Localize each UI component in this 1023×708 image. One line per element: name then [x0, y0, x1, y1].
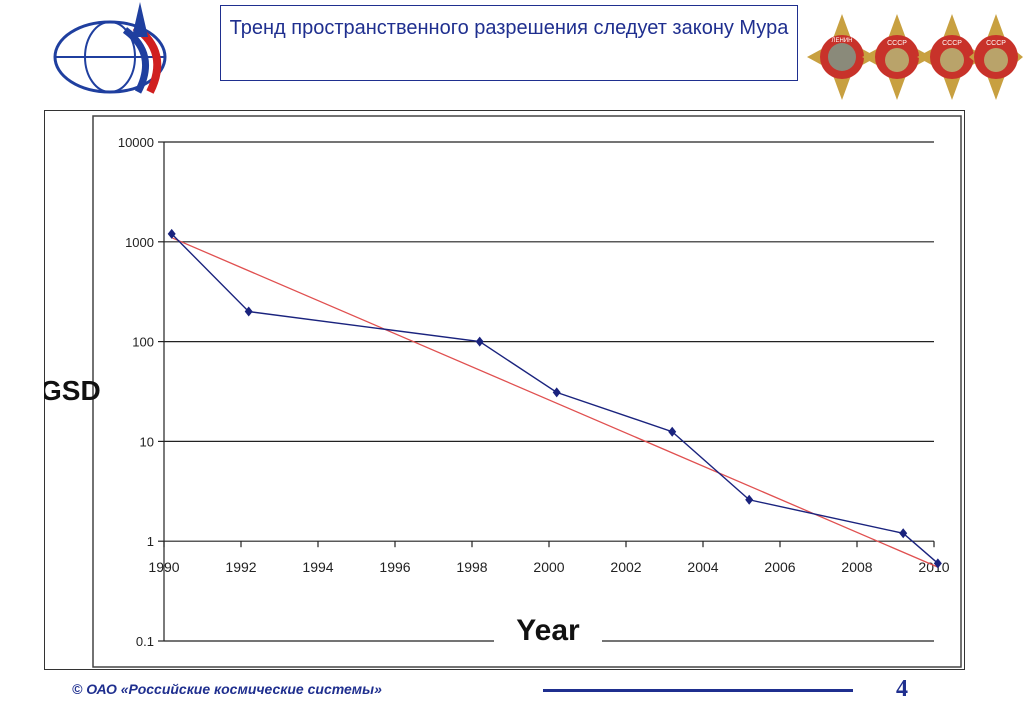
medal-cccp-label: СССР: [942, 40, 962, 47]
data-point: [167, 228, 176, 239]
data-point: [244, 306, 253, 317]
x-tick-label: 2006: [764, 559, 795, 575]
x-tick-label: 2004: [687, 559, 718, 575]
trend-line: [171, 237, 939, 568]
order-of-lenin-medals: ЛЕНИН СССР СССР СССР: [807, 14, 1023, 100]
x-tick-label: 2008: [841, 559, 872, 575]
x-tick-label: 2010: [918, 559, 949, 575]
gsd-trend-chart: 10000 1000 100 10 1 0.1 1990 1992 1994 1996 1998 20…: [44, 115, 962, 668]
x-tick-label: 1992: [225, 559, 256, 575]
footer-copyright: © ОАО «Российские космические системы»: [72, 681, 382, 697]
medal-cccp-1: СССР: [862, 14, 932, 100]
slide-title: Тренд пространственного разрешения следу…: [220, 5, 798, 81]
medal-cccp-label: СССР: [986, 40, 1006, 47]
y-axis-label: GSD: [44, 375, 101, 406]
x-tick-label: 1994: [302, 559, 333, 575]
x-tick-label: 1996: [379, 559, 410, 575]
data-point: [552, 387, 561, 398]
x-axis-label-background: [494, 608, 602, 652]
page-number: 4: [896, 676, 908, 702]
y-tick-label: 1000: [125, 235, 154, 250]
data-point: [899, 528, 908, 539]
series-line: [171, 233, 939, 564]
medal-cccp-3: СССР: [969, 14, 1023, 100]
data-point: [668, 426, 677, 437]
x-tick-label: 2002: [610, 559, 641, 575]
chart-frame: [44, 110, 965, 670]
x-axis-label: Year: [516, 614, 580, 647]
medal-lenin-label: ЛЕНИН: [832, 38, 853, 44]
data-point: [745, 494, 754, 505]
medal-lenin: ЛЕНИН: [807, 14, 877, 100]
y-tick-label: 100: [132, 335, 154, 350]
y-tick-label: 0.1: [136, 634, 154, 649]
data-point: [475, 336, 484, 347]
data-point: [933, 558, 942, 569]
x-tick-label: 1998: [456, 559, 487, 575]
x-tick-label: 1990: [148, 559, 179, 575]
y-tick-label: 10000: [118, 135, 154, 150]
plot-area-border: [92, 115, 962, 668]
medal-cccp-label: СССР: [887, 40, 907, 47]
medal-cccp-2: СССР: [917, 14, 987, 100]
y-tick-label: 1: [147, 534, 154, 549]
footer-divider: [543, 689, 853, 692]
y-tick-label: 10: [140, 434, 154, 449]
company-logo: [53, 2, 167, 94]
x-tick-label: 2000: [533, 559, 564, 575]
